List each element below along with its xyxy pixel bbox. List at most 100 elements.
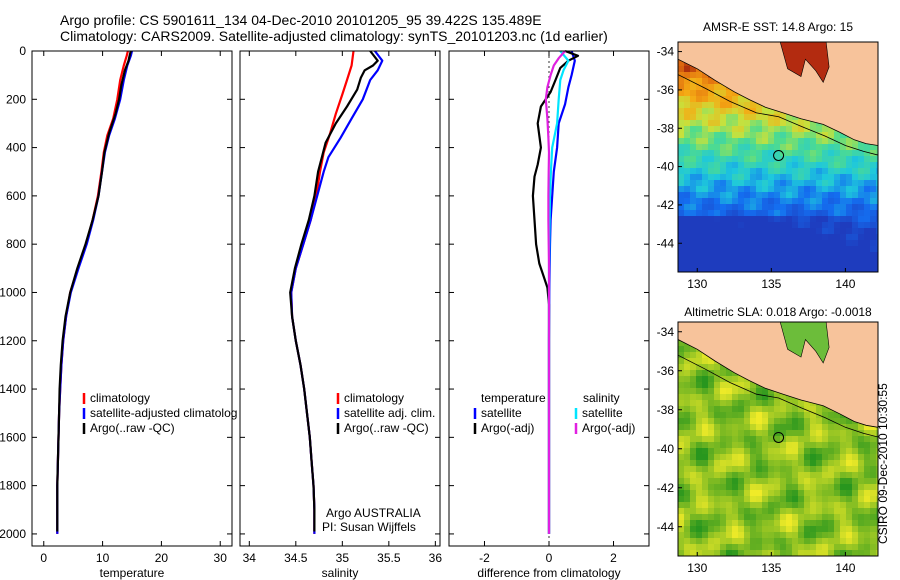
map-cell bbox=[816, 514, 823, 521]
map-cell bbox=[738, 180, 745, 187]
map-cell bbox=[804, 174, 811, 181]
map-cell bbox=[732, 186, 739, 193]
map-cell bbox=[816, 216, 823, 223]
map-cell bbox=[870, 502, 877, 509]
map-cell bbox=[804, 412, 811, 419]
map-cell bbox=[852, 514, 859, 521]
isobath-line bbox=[678, 74, 878, 156]
map-cell bbox=[750, 258, 757, 265]
map-cell bbox=[846, 246, 853, 253]
map-cell bbox=[780, 186, 787, 193]
map-cell bbox=[858, 508, 865, 515]
map-cell bbox=[834, 132, 841, 139]
map-cell bbox=[822, 436, 829, 443]
map-cell bbox=[846, 168, 853, 175]
map-cell bbox=[792, 448, 799, 455]
map-cell bbox=[678, 114, 685, 121]
y-tick-label: 1400 bbox=[0, 382, 26, 396]
map-cell bbox=[846, 526, 853, 533]
map-cell bbox=[678, 84, 685, 91]
map-cell bbox=[786, 544, 793, 551]
map-cell bbox=[792, 162, 799, 169]
map-cell bbox=[786, 472, 793, 479]
map-cell bbox=[738, 132, 745, 139]
map-cell bbox=[744, 174, 751, 181]
map-cell bbox=[690, 204, 697, 211]
map-cell bbox=[780, 132, 787, 139]
map-cell bbox=[804, 448, 811, 455]
map-cell bbox=[684, 502, 691, 509]
map-cell bbox=[828, 132, 835, 139]
map-cell bbox=[714, 418, 721, 425]
map-cell bbox=[756, 144, 763, 151]
map-cell bbox=[828, 550, 835, 556]
map-cell bbox=[834, 234, 841, 241]
map-cell bbox=[756, 228, 763, 235]
map-cell bbox=[798, 204, 805, 211]
map-cell bbox=[876, 216, 878, 223]
map-cell bbox=[774, 270, 781, 272]
map-cell bbox=[738, 156, 745, 163]
map-cell bbox=[858, 216, 865, 223]
map-cell bbox=[852, 144, 859, 151]
map-cell bbox=[702, 156, 709, 163]
map-cell bbox=[798, 162, 805, 169]
map-cell bbox=[876, 526, 878, 533]
map-cell bbox=[762, 394, 769, 401]
map-cell bbox=[774, 472, 781, 479]
map-cell bbox=[726, 120, 733, 127]
map-cell bbox=[828, 174, 835, 181]
map-cell bbox=[792, 138, 799, 145]
map-cell bbox=[690, 424, 697, 431]
map-cell bbox=[816, 138, 823, 145]
map-cell bbox=[750, 436, 757, 443]
map-cell bbox=[702, 424, 709, 431]
map-y-tick-label: -44 bbox=[657, 520, 675, 534]
map-cell bbox=[678, 72, 685, 79]
x-tick-label: -2 bbox=[479, 551, 490, 565]
map-cell bbox=[786, 442, 793, 449]
map-cell bbox=[780, 400, 787, 407]
map-cell bbox=[696, 514, 703, 521]
map-cell bbox=[846, 270, 853, 272]
map-cell bbox=[780, 114, 787, 121]
map-cell bbox=[690, 466, 697, 473]
map-cell bbox=[714, 168, 721, 175]
map-cell bbox=[804, 228, 811, 235]
map-cell bbox=[810, 430, 817, 437]
map-cell bbox=[792, 204, 799, 211]
map-cell bbox=[720, 454, 727, 461]
map-cell bbox=[780, 210, 787, 217]
map-cell bbox=[702, 400, 709, 407]
map-cell bbox=[690, 156, 697, 163]
map-cell bbox=[816, 240, 823, 247]
map-cell bbox=[762, 132, 769, 139]
legend-temperature-title: temperature bbox=[481, 391, 546, 405]
map-cell bbox=[870, 258, 877, 265]
map-cell bbox=[852, 222, 859, 229]
map-cell bbox=[780, 240, 787, 247]
map-cell bbox=[744, 258, 751, 265]
map-cell bbox=[852, 496, 859, 503]
map-cell bbox=[756, 186, 763, 193]
map-cell bbox=[762, 484, 769, 491]
map-cell bbox=[726, 228, 733, 235]
map-cell bbox=[834, 162, 841, 169]
map-cell bbox=[840, 192, 847, 199]
map-cell bbox=[756, 216, 763, 223]
map-cell bbox=[714, 514, 721, 521]
map-cell bbox=[714, 180, 721, 187]
map-cell bbox=[756, 508, 763, 515]
map-cell bbox=[852, 460, 859, 467]
map-cell bbox=[678, 108, 685, 115]
map-cell bbox=[774, 496, 781, 503]
map-cell bbox=[870, 228, 877, 235]
map-cell bbox=[738, 454, 745, 461]
map-cell bbox=[732, 460, 739, 467]
map-x-tick-label: 135 bbox=[761, 561, 781, 575]
map-cell bbox=[684, 538, 691, 545]
map-cell bbox=[876, 222, 878, 229]
map-cell bbox=[858, 222, 865, 229]
map-cell bbox=[816, 210, 823, 217]
map-cell bbox=[846, 502, 853, 509]
